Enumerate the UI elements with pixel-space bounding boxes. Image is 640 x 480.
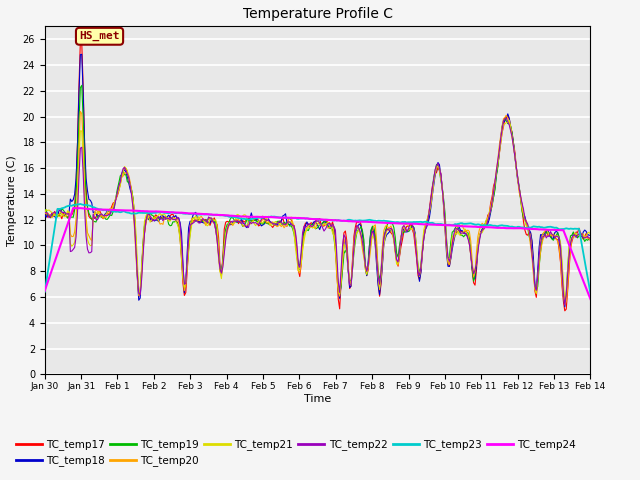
TC_temp20 — [77, 108, 84, 114]
TC_temp18 — [78, 51, 86, 57]
TC_temp21 — [587, 231, 595, 237]
TC_temp23 — [77, 201, 84, 207]
TC_temp21 — [561, 299, 568, 304]
TC_temp23 — [513, 225, 520, 230]
TC_temp19 — [587, 236, 595, 242]
TC_temp19 — [585, 236, 593, 241]
Line: TC_temp17: TC_temp17 — [45, 42, 591, 311]
TC_temp22 — [585, 235, 593, 241]
TC_temp21 — [60, 213, 67, 219]
TC_temp24 — [69, 205, 77, 211]
Line: TC_temp19: TC_temp19 — [45, 85, 591, 304]
TC_temp24 — [78, 205, 86, 211]
TC_temp24 — [60, 234, 67, 240]
TC_temp20 — [561, 302, 568, 308]
TC_temp18 — [60, 212, 67, 218]
TC_temp19 — [77, 85, 84, 91]
TC_temp21 — [585, 229, 593, 235]
TC_temp20 — [41, 210, 49, 216]
TC_temp20 — [431, 169, 439, 175]
TC_temp17 — [561, 308, 568, 314]
TC_temp17 — [587, 237, 595, 243]
TC_temp20 — [60, 212, 67, 217]
TC_temp17 — [323, 218, 331, 224]
TC_temp22 — [561, 302, 568, 308]
TC_temp22 — [587, 235, 595, 240]
TC_temp20 — [513, 166, 520, 172]
TC_temp17 — [513, 164, 520, 170]
TC_temp22 — [41, 210, 49, 216]
Line: TC_temp21: TC_temp21 — [45, 120, 591, 301]
TC_temp23 — [431, 221, 439, 227]
TC_temp23 — [41, 289, 49, 295]
TC_temp17 — [41, 209, 49, 215]
Title: Temperature Profile C: Temperature Profile C — [243, 7, 392, 21]
TC_temp19 — [561, 301, 568, 307]
TC_temp22 — [60, 210, 67, 216]
TC_temp18 — [323, 220, 331, 226]
TC_temp21 — [41, 210, 49, 216]
TC_temp21 — [506, 117, 513, 123]
TC_temp23 — [78, 202, 86, 207]
TC_temp18 — [561, 304, 568, 310]
TC_temp24 — [431, 222, 439, 228]
TC_temp24 — [41, 288, 49, 294]
TC_temp18 — [41, 211, 49, 217]
TC_temp24 — [513, 225, 520, 231]
Text: HS_met: HS_met — [79, 31, 120, 41]
TC_temp22 — [321, 226, 329, 232]
TC_temp19 — [513, 166, 520, 171]
Line: TC_temp23: TC_temp23 — [45, 204, 591, 294]
TC_temp18 — [513, 166, 520, 172]
TC_temp24 — [584, 289, 591, 295]
TC_temp17 — [60, 210, 67, 216]
Legend: TC_temp17, TC_temp18, TC_temp19, TC_temp20, TC_temp21, TC_temp22, TC_temp23, TC_: TC_temp17, TC_temp18, TC_temp19, TC_temp… — [12, 435, 580, 471]
TC_temp23 — [587, 291, 595, 297]
TC_temp21 — [321, 221, 329, 227]
TC_temp21 — [77, 128, 84, 133]
TC_temp23 — [584, 274, 591, 280]
X-axis label: Time: Time — [304, 394, 332, 404]
TC_temp17 — [78, 40, 86, 46]
TC_temp21 — [513, 165, 520, 170]
TC_temp21 — [430, 180, 438, 185]
Line: TC_temp22: TC_temp22 — [45, 119, 591, 305]
Line: TC_temp24: TC_temp24 — [45, 208, 591, 299]
TC_temp22 — [513, 164, 520, 170]
TC_temp17 — [431, 171, 439, 177]
TC_temp17 — [77, 39, 84, 45]
TC_temp24 — [323, 217, 331, 223]
Line: TC_temp18: TC_temp18 — [45, 54, 591, 307]
Y-axis label: Temperature (C): Temperature (C) — [7, 155, 17, 246]
TC_temp20 — [323, 223, 331, 229]
TC_temp20 — [78, 111, 86, 117]
TC_temp20 — [585, 236, 593, 241]
TC_temp17 — [585, 237, 593, 242]
TC_temp18 — [77, 52, 84, 58]
TC_temp22 — [502, 116, 510, 121]
Line: TC_temp20: TC_temp20 — [45, 111, 591, 305]
TC_temp23 — [60, 205, 67, 211]
TC_temp18 — [431, 172, 439, 178]
TC_temp19 — [41, 207, 49, 213]
TC_temp22 — [77, 145, 84, 151]
TC_temp18 — [587, 232, 595, 238]
TC_temp23 — [323, 217, 331, 223]
TC_temp19 — [431, 168, 439, 174]
TC_temp18 — [585, 232, 593, 238]
TC_temp19 — [60, 207, 67, 213]
TC_temp19 — [78, 83, 86, 88]
TC_temp22 — [430, 176, 438, 182]
TC_temp20 — [587, 237, 595, 242]
TC_temp19 — [323, 221, 331, 227]
TC_temp24 — [587, 296, 595, 302]
